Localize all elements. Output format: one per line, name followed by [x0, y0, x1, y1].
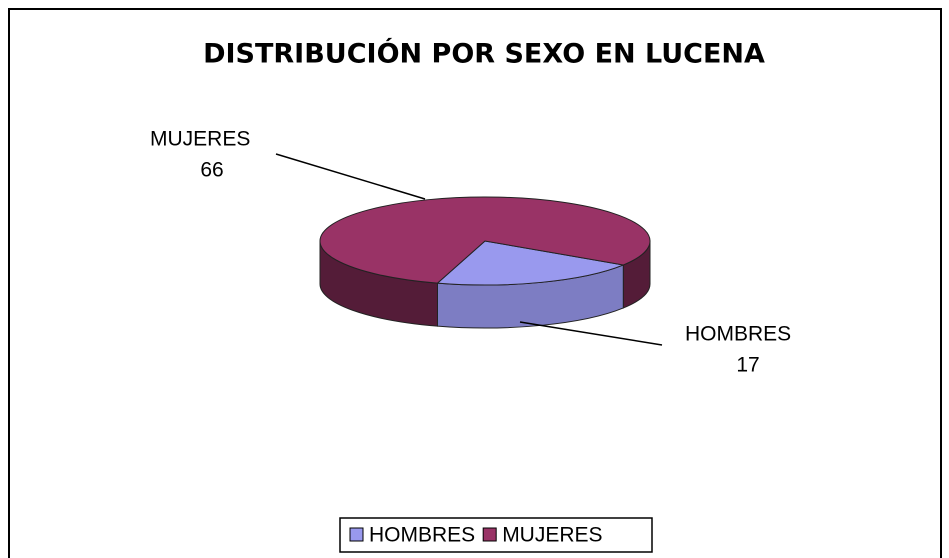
- pie: HOMBRES 17 MUJERES 66: [150, 128, 791, 377]
- legend-swatch: [349, 527, 364, 542]
- legend: HOMBRES MUJERES: [349, 524, 603, 547]
- slice: [436, 240, 626, 286]
- leader-line: [275, 153, 426, 200]
- data-label-name: MUJERES: [150, 128, 250, 151]
- data-label-value: 17: [736, 354, 759, 377]
- legend-label: MUJERES: [502, 524, 602, 547]
- leader-line: [519, 321, 663, 346]
- data-label-name: HOMBRES: [685, 323, 791, 346]
- slice: [319, 196, 651, 284]
- data-label-value: 66: [200, 159, 223, 182]
- legend-label: HOMBRES: [369, 524, 475, 547]
- chart-title: DISTRIBUCIÓN POR SEXO EN LUCENA: [203, 38, 765, 70]
- legend-swatch: [482, 527, 497, 542]
